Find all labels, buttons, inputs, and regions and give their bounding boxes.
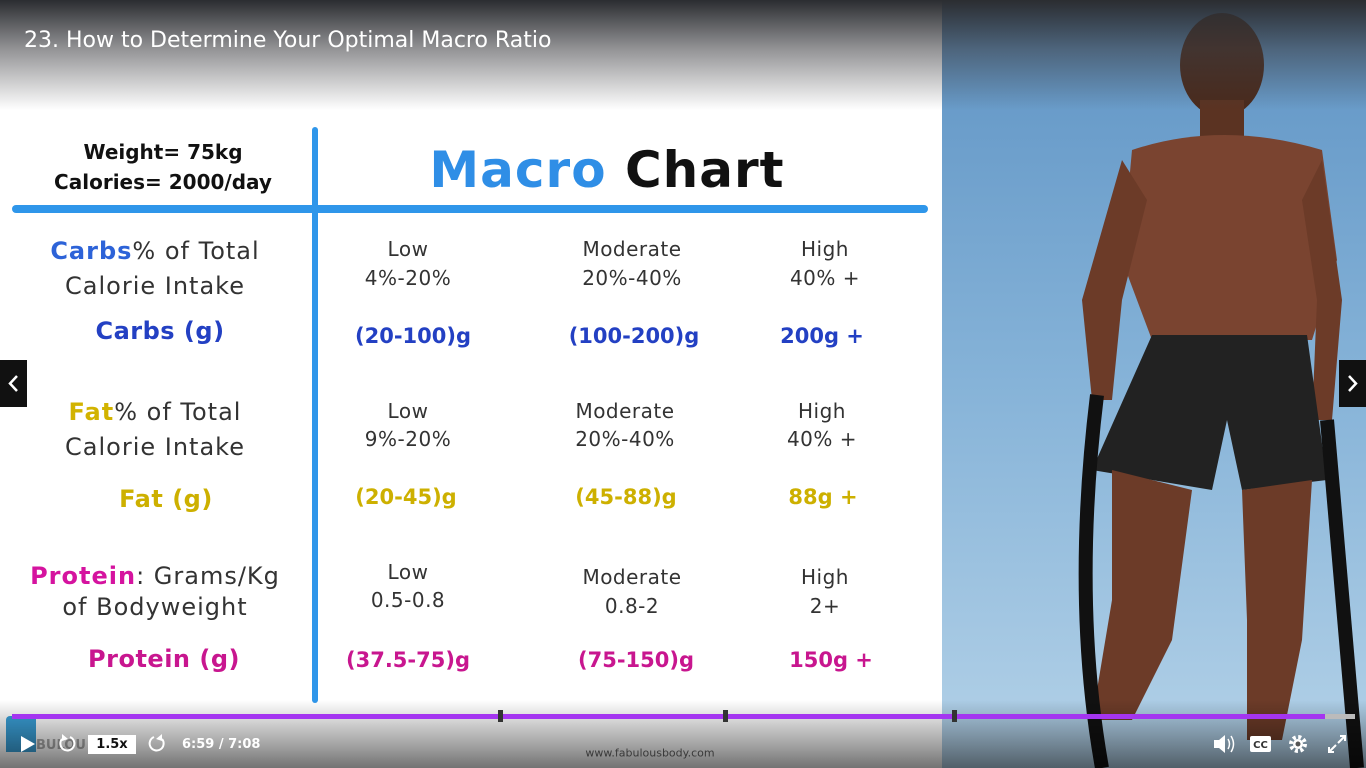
row-label-rest: % of Total — [132, 237, 260, 265]
level-grams: (37.5-75)g — [346, 648, 470, 672]
level-name: Moderate — [582, 565, 682, 589]
prev-button[interactable] — [0, 360, 27, 407]
fullscreen-button[interactable] — [1328, 735, 1346, 753]
chapter-marker — [498, 710, 503, 722]
level-range: 4%-20% — [364, 266, 452, 290]
row-label-line2: of Bodyweight — [62, 593, 248, 621]
video-title: 23. How to Determine Your Optimal Macro … — [24, 28, 552, 53]
grams-label: Carbs (g) — [95, 317, 225, 345]
next-button[interactable] — [1339, 360, 1366, 407]
divider-vertical — [312, 127, 318, 703]
row-label-rest: : Grams/Kg — [136, 562, 280, 590]
level-name: High — [798, 399, 846, 423]
speed-button[interactable]: 1.5x — [88, 735, 136, 754]
row-label: Fat% of Total — [69, 398, 242, 426]
level-name: Low — [387, 237, 429, 261]
row-label-line2: Calorie Intake — [65, 272, 245, 300]
row-label: Protein: Grams/Kg — [30, 562, 280, 590]
level-grams: 88g + — [788, 485, 858, 509]
level-name: High — [801, 237, 849, 261]
title-a: Macro — [429, 141, 607, 199]
chapter-marker — [952, 710, 957, 722]
row-label: Carbs% of Total — [50, 237, 259, 265]
calories: Calories= 2000/day — [54, 170, 272, 194]
row-keyword: Carbs — [50, 237, 133, 265]
level-grams: 200g + — [780, 324, 864, 348]
controls-overlay — [0, 700, 1366, 768]
level-grams: (20-45)g — [355, 485, 457, 509]
time-display: 6:59 / 7:08 — [182, 737, 261, 752]
grams-label: Protein (g) — [88, 645, 240, 673]
play-button[interactable] — [21, 736, 35, 752]
row-keyword: Fat — [68, 398, 115, 426]
title-b: Chart — [624, 141, 785, 199]
level-range: 40% + — [786, 427, 858, 451]
level-range: 20%-40% — [582, 266, 682, 290]
level-range: 0.8-2 — [604, 594, 660, 618]
level-name: Moderate — [575, 399, 675, 423]
grams-label: Fat (g) — [119, 485, 213, 513]
level-grams: (20-100)g — [354, 324, 472, 348]
volume-button[interactable] — [1214, 735, 1235, 753]
progress-fill — [12, 714, 1325, 719]
level-grams: 150g + — [789, 648, 873, 672]
svg-text:CC: CC — [1253, 740, 1268, 751]
level-range: 40% + — [789, 266, 861, 290]
level-range: 9%-20% — [364, 427, 452, 451]
captions-button[interactable]: CC — [1250, 736, 1271, 752]
level-name: Low — [387, 399, 429, 423]
title-overlay — [0, 0, 1366, 110]
chapter-marker — [723, 710, 728, 722]
level-name: High — [801, 565, 849, 589]
row-label-rest: % of Total — [114, 398, 242, 426]
forward-button[interactable] — [148, 734, 165, 752]
level-range: 20%-40% — [575, 427, 675, 451]
rewind-button[interactable] — [59, 734, 76, 752]
divider-horizontal — [12, 205, 928, 213]
slide: Weight= 75kg Calories= 2000/day Macro Ch… — [6, 127, 928, 760]
level-range: 0.5-0.8 — [370, 588, 446, 612]
settings-button[interactable] — [1289, 735, 1307, 753]
level-grams: (75-150)g — [577, 648, 695, 672]
level-range: 2+ — [809, 594, 841, 618]
level-grams: (100-200)g — [568, 324, 700, 348]
weight: Weight= 75kg — [83, 140, 243, 164]
control-icons: CC — [21, 734, 1346, 753]
photo — [942, 0, 1366, 768]
level-name: Low — [387, 560, 429, 584]
row-label-line2: Calorie Intake — [65, 433, 245, 461]
photo-art — [1078, 13, 1364, 768]
level-name: Moderate — [582, 237, 682, 261]
slide-title: Macro Chart — [429, 141, 784, 199]
row-keyword: Protein — [30, 562, 137, 590]
level-grams: (45-88)g — [575, 485, 677, 509]
